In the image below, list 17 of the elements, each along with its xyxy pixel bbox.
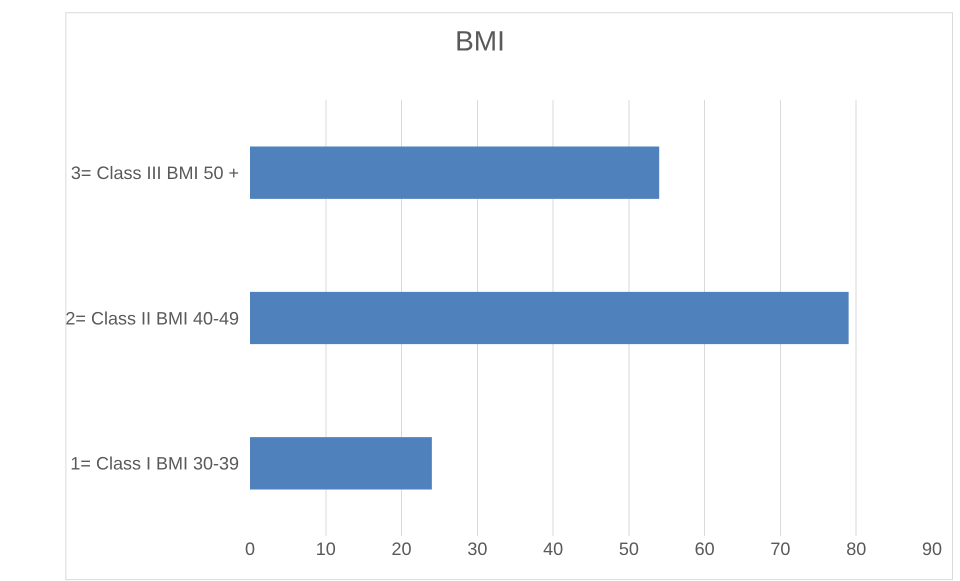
y-tick-label: 2= Class II BMI 40-49 [65,308,249,328]
x-tick-label: 20 [392,539,412,559]
x-tick-label: 60 [694,539,715,559]
x-tick-label: 10 [316,539,336,559]
bar [250,437,432,490]
x-tick-label: 0 [244,539,256,559]
bar [250,146,660,199]
y-tick-label: 3= Class III BMI 50 + [70,162,249,183]
x-tick-label: 50 [618,539,639,559]
y-tick-label: 1= Class I BMI 30-39 [70,454,249,474]
x-tick-label: 30 [467,539,488,559]
x-tick-label: 70 [770,539,790,559]
x-tick-label: 90 [922,539,942,559]
x-tick-label: 40 [543,539,564,559]
chart-title: BMI [455,25,505,56]
bar [250,292,849,344]
x-tick-label: 80 [846,539,866,559]
